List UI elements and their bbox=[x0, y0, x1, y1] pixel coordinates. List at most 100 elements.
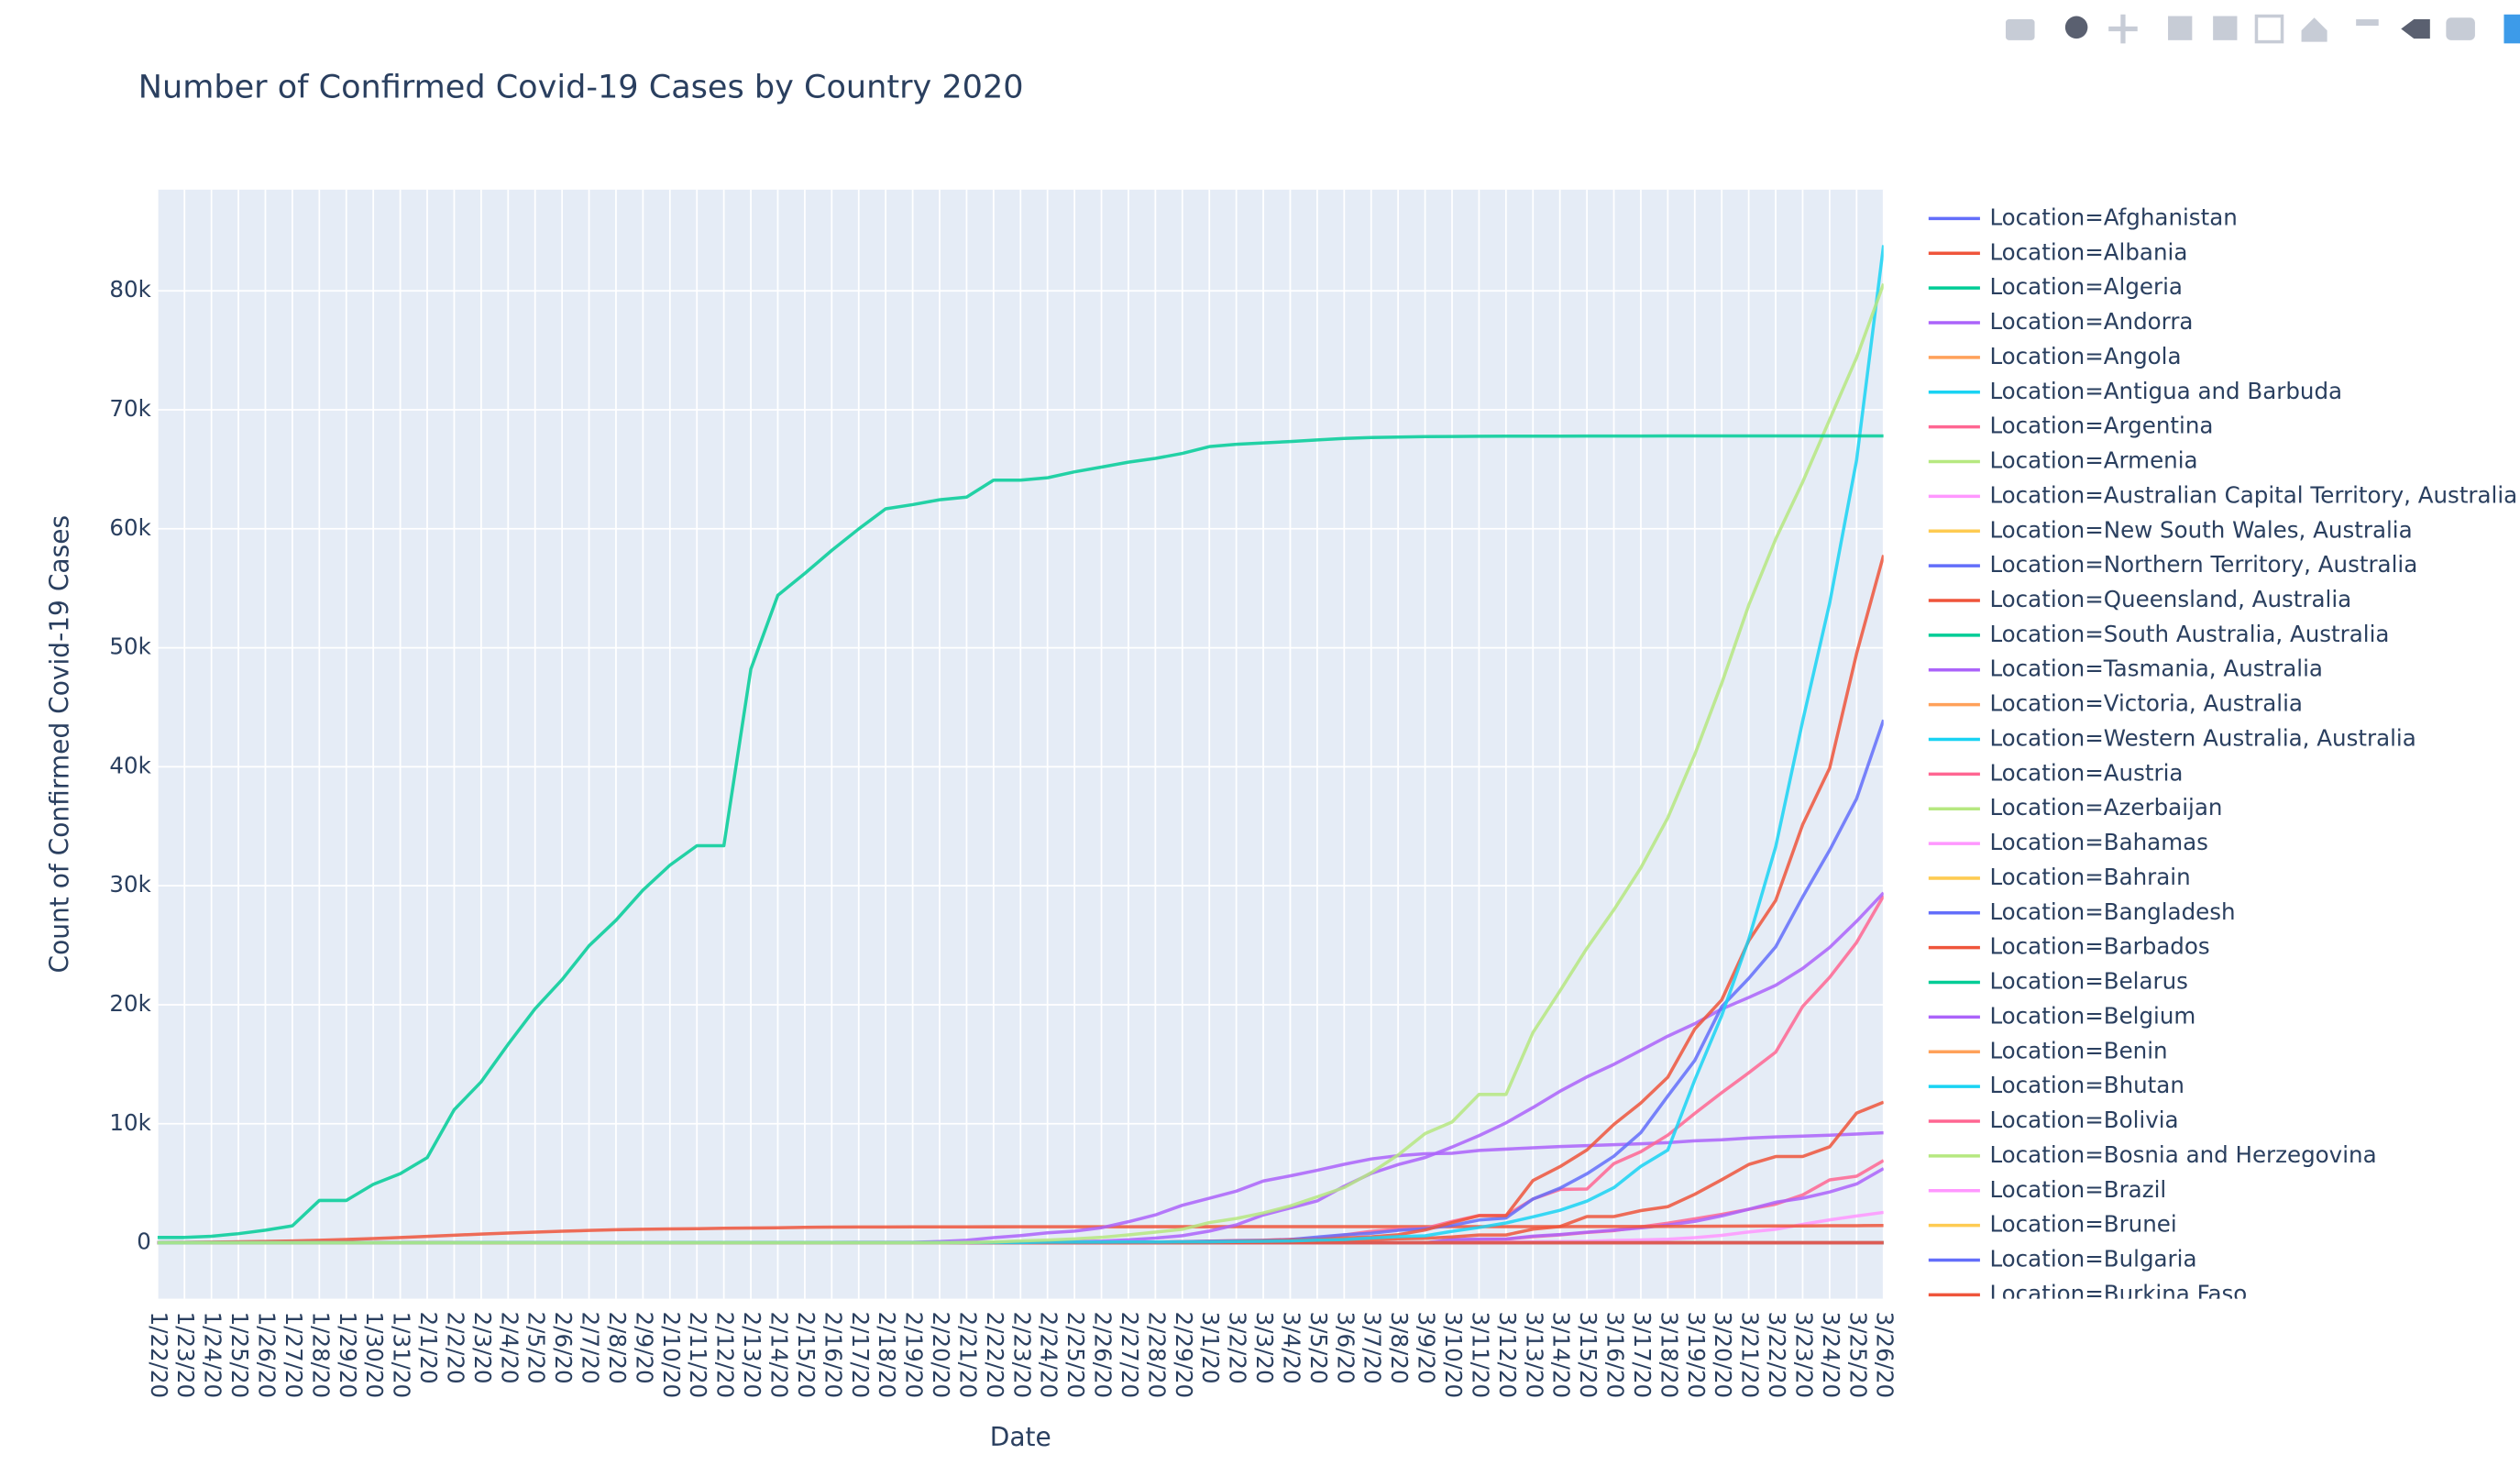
axes: 1/22/20 1/23/20 1/24/20 1/25/20 1/26/20 1/27/… bbox=[109, 276, 1898, 1398]
legend-item[interactable]: Location=Bangladesh bbox=[1928, 898, 2236, 925]
y-tick-label: 10k bbox=[109, 1109, 151, 1136]
x-tick-label: 2/16/20 bbox=[820, 1312, 846, 1399]
spike-icon[interactable] bbox=[2356, 19, 2379, 27]
x-tick-label: 2/28/20 bbox=[1143, 1312, 1170, 1399]
x-tick-label: 2/24/20 bbox=[1036, 1312, 1062, 1399]
autoscale-icon[interactable] bbox=[2254, 14, 2284, 44]
legend-label: Location=Belarus bbox=[1989, 968, 2188, 995]
camera-icon[interactable] bbox=[2005, 19, 2035, 40]
series-line bbox=[157, 434, 1884, 1239]
legend-item[interactable]: Location=Victoria, Australia bbox=[1928, 690, 2303, 717]
x-tick-label: 1/23/20 bbox=[172, 1312, 199, 1399]
legend-label: Location=Burkina Faso bbox=[1989, 1280, 2247, 1306]
legend-label: Location=Antigua and Barbuda bbox=[1989, 378, 2342, 404]
legend: Location=Afghanistan Location=Albania Loca… bbox=[1928, 204, 2517, 1306]
x-tick-label: 3/11/20 bbox=[1467, 1312, 1493, 1399]
x-tick-label: 3/19/20 bbox=[1683, 1312, 1710, 1399]
grid bbox=[156, 189, 1885, 1299]
legend-label: Location=Albania bbox=[1989, 238, 2187, 265]
x-tick-label: 2/4/20 bbox=[496, 1312, 523, 1384]
y-tick-label: 30k bbox=[109, 871, 151, 898]
modebar bbox=[2005, 14, 2520, 44]
legend-item[interactable]: Location=Belarus bbox=[1928, 968, 2188, 995]
legend-item[interactable]: Location=Belgium bbox=[1928, 1002, 2196, 1029]
legend-item[interactable]: Location=Argentina bbox=[1928, 413, 2214, 439]
legend-item[interactable]: Location=Austria bbox=[1928, 759, 2184, 786]
legend-item[interactable]: Location=Bhutan bbox=[1928, 1072, 2184, 1098]
x-tick-label: 2/19/20 bbox=[901, 1312, 928, 1399]
x-tick-label: 3/20/20 bbox=[1710, 1312, 1736, 1399]
legend-item[interactable]: Location=Bahamas bbox=[1928, 829, 2208, 855]
legend-item[interactable]: Location=Benin bbox=[1928, 1037, 2168, 1063]
legend-item[interactable]: Location=New South Wales, Australia bbox=[1928, 516, 2413, 543]
legend-label: Location=Argentina bbox=[1989, 413, 2213, 439]
y-axis-title: Count of Confirmed Covid-19 Cases bbox=[45, 515, 75, 974]
zoom-in-icon[interactable] bbox=[2168, 16, 2193, 40]
x-tick-label: 3/15/20 bbox=[1575, 1312, 1601, 1399]
legend-label: Location=Brazil bbox=[1989, 1176, 2166, 1203]
legend-item[interactable]: Location=Northern Territory, Australia bbox=[1928, 551, 2417, 578]
legend-item[interactable]: Location=Burkina Faso bbox=[1928, 1280, 2247, 1306]
x-tick-label: 3/10/20 bbox=[1440, 1312, 1467, 1399]
x-tick-label: 3/3/20 bbox=[1251, 1312, 1278, 1384]
legend-item[interactable]: Location=Bahrain bbox=[1928, 864, 2191, 890]
hover-closest-icon[interactable] bbox=[2401, 19, 2430, 39]
x-tick-label: 3/26/20 bbox=[1872, 1312, 1898, 1399]
legend-item[interactable]: Location=Azerbaijan bbox=[1928, 794, 2223, 821]
zoom-icon[interactable] bbox=[2064, 16, 2088, 39]
x-tick-label: 3/2/20 bbox=[1225, 1312, 1251, 1384]
x-tick-label: 2/21/20 bbox=[954, 1312, 981, 1399]
x-tick-label: 3/24/20 bbox=[1818, 1312, 1844, 1399]
hover-compare-icon[interactable] bbox=[2446, 17, 2475, 40]
y-tick-label: 50k bbox=[109, 633, 151, 660]
x-tick-label: 2/5/20 bbox=[523, 1312, 550, 1384]
legend-item[interactable]: Location=Queensland, Australia bbox=[1928, 586, 2351, 612]
y-tick-label: 0 bbox=[137, 1228, 151, 1255]
x-tick-label: 1/22/20 bbox=[146, 1312, 172, 1399]
x-tick-label: 3/6/20 bbox=[1332, 1312, 1359, 1384]
x-tick-label: 2/1/20 bbox=[415, 1312, 442, 1384]
legend-label: Location=Queensland, Australia bbox=[1989, 586, 2351, 612]
legend-item[interactable]: Location=Armenia bbox=[1928, 447, 2198, 474]
x-tick-label: 3/7/20 bbox=[1359, 1312, 1386, 1384]
y-tick-label: 70k bbox=[109, 395, 151, 422]
legend-item[interactable]: Location=Algeria bbox=[1928, 273, 2183, 300]
x-tick-label: 2/22/20 bbox=[982, 1312, 1008, 1399]
legend-item[interactable]: Location=South Australia, Australia bbox=[1928, 621, 2390, 647]
pan-icon[interactable] bbox=[2108, 14, 2138, 44]
legend-item[interactable]: Location=Western Australia, Australia bbox=[1928, 724, 2416, 751]
y-tick-label: 80k bbox=[109, 276, 151, 303]
legend-label: Location=Andorra bbox=[1989, 308, 2193, 335]
plotly-logo[interactable] bbox=[2503, 14, 2520, 44]
legend-item[interactable]: Location=Antigua and Barbuda bbox=[1928, 378, 2342, 404]
legend-item[interactable]: Location=Albania bbox=[1928, 238, 2188, 265]
x-tick-label: 3/13/20 bbox=[1521, 1312, 1547, 1399]
legend-item[interactable]: Location=Afghanistan bbox=[1928, 204, 2238, 230]
legend-item[interactable]: Location=Barbados bbox=[1928, 933, 2210, 960]
legend-item[interactable]: Location=Bolivia bbox=[1928, 1107, 2179, 1133]
x-tick-label: 3/1/20 bbox=[1197, 1312, 1224, 1384]
x-tick-label: 2/27/20 bbox=[1117, 1312, 1143, 1399]
legend-item[interactable]: Location=Brazil bbox=[1928, 1176, 2166, 1203]
x-tick-label: 2/12/20 bbox=[712, 1312, 739, 1399]
x-tick-label: 2/29/20 bbox=[1171, 1312, 1197, 1399]
legend-item[interactable]: Location=Brunei bbox=[1928, 1211, 2177, 1238]
legend-label: Location=Algeria bbox=[1989, 273, 2183, 300]
legend-label: Location=Western Australia, Australia bbox=[1989, 724, 2415, 751]
x-tick-label: 2/14/20 bbox=[765, 1312, 792, 1399]
x-tick-label: 3/23/20 bbox=[1790, 1312, 1817, 1399]
legend-item[interactable]: Location=Bosnia and Herzegovina bbox=[1928, 1141, 2377, 1168]
zoom-out-icon[interactable] bbox=[2213, 16, 2238, 40]
legend-label: Location=Benin bbox=[1989, 1037, 2167, 1063]
legend-item[interactable]: Location=Bulgaria bbox=[1928, 1245, 2197, 1272]
x-tick-label: 2/20/20 bbox=[928, 1312, 954, 1399]
legend-item[interactable]: Location=Andorra bbox=[1928, 308, 2194, 335]
legend-item[interactable]: Location=Angola bbox=[1928, 343, 2182, 369]
legend-label: Location=Bosnia and Herzegovina bbox=[1989, 1141, 2376, 1168]
legend-item[interactable]: Location=Australian Capital Territory, A… bbox=[1928, 481, 2517, 508]
series-line bbox=[157, 282, 1884, 1245]
legend-item[interactable]: Location=Tasmania, Australia bbox=[1928, 655, 2323, 682]
x-tick-label: 3/14/20 bbox=[1548, 1312, 1575, 1399]
x-tick-label: 3/25/20 bbox=[1844, 1312, 1871, 1399]
reset-icon[interactable] bbox=[2301, 17, 2327, 42]
